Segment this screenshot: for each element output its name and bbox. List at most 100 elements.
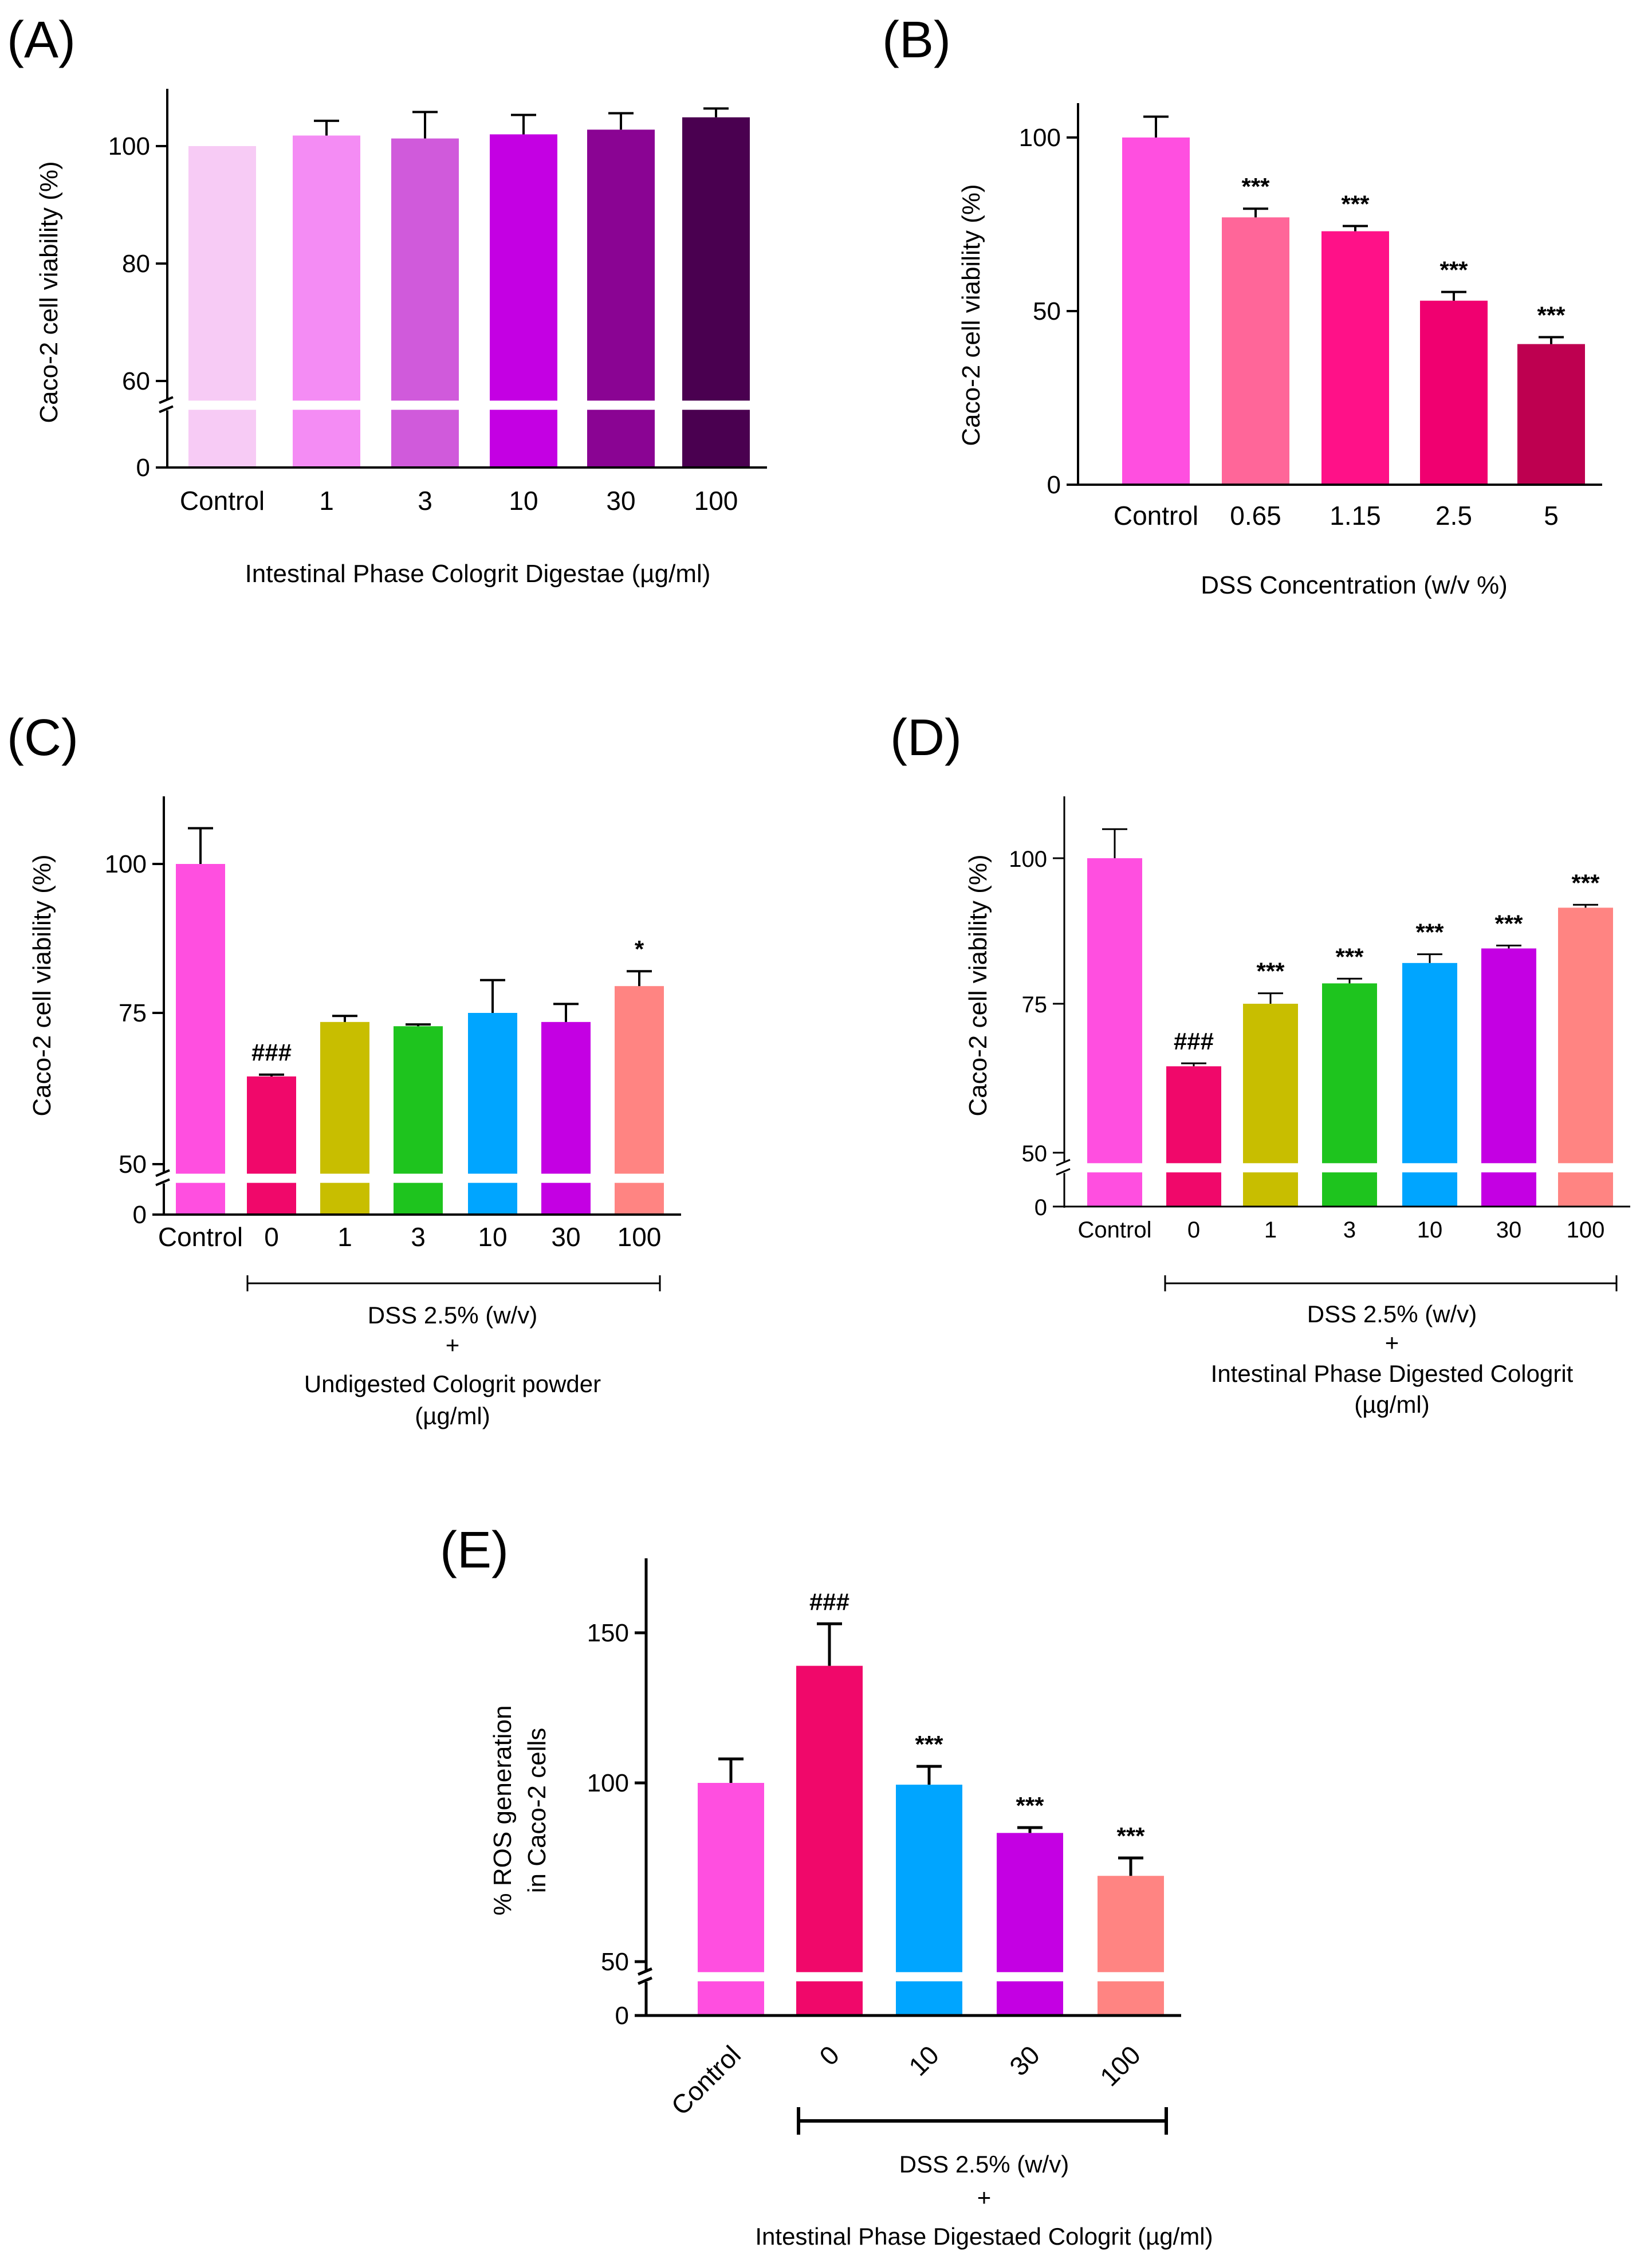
- panel-c-xtick-label-3: 3: [411, 1222, 426, 1252]
- panel-e-label: (E): [440, 1522, 509, 1579]
- panel-d-bar-0: [1087, 858, 1142, 1207]
- panel-a-axis-break-band: [186, 400, 752, 410]
- panel-a-bar-2: [391, 138, 459, 468]
- panel-c-axis-break-mark-2: [155, 1178, 170, 1186]
- panel-a: (A) Caco-2 cell viability (%) Intestinal…: [7, 11, 767, 588]
- panel-d: (D) Caco-2 cell viability (%) Control ###…: [890, 709, 1630, 1418]
- panel-d-axis-break-mark-1: [1056, 1158, 1071, 1166]
- panel-c-label: (C): [7, 709, 78, 767]
- panel-a-ytick-label-2: 80: [122, 250, 150, 278]
- panel-d-annotation-6: ***: [1571, 869, 1600, 896]
- panel-a-xtick-label-4: 30: [606, 486, 635, 516]
- panel-b-ylabel: Caco-2 cell viability (%): [957, 184, 985, 446]
- panel-a-xtick-label-2: 3: [418, 486, 432, 516]
- panel-c-axis-break-mark-1: [155, 1169, 170, 1177]
- panel-c-annotation-6: *: [635, 936, 644, 962]
- panel-d-axis-break-band: [1085, 1163, 1615, 1173]
- panel-b-bar-2: [1321, 231, 1389, 485]
- panel-e-xtick-label-0: Control: [665, 2040, 746, 2121]
- panel-c-bracket: [246, 1275, 661, 1291]
- panel-e-ylabel-line-1: % ROS generation: [489, 1706, 517, 1916]
- panel-d-xtick-label-1: 0: [1187, 1217, 1200, 1243]
- panel-e-xtick-label-2: 10: [903, 2040, 945, 2081]
- panel-d-bar-1: [1166, 1066, 1221, 1207]
- panel-c-xtick-label-5: 30: [551, 1222, 580, 1252]
- panel-e-xtick-label-3: 30: [1004, 2040, 1045, 2081]
- panel-e-ylabel-line-2: in Caco-2 cells: [523, 1728, 551, 1893]
- panel-b-annotation-1: ***: [1241, 173, 1270, 200]
- panel-c-axis-break-band: [174, 1173, 666, 1183]
- panel-d-xtick-label-4: 10: [1417, 1217, 1443, 1243]
- panel-e-bracket: [797, 2107, 1168, 2135]
- panel-d-xtick-label-6: 100: [1567, 1217, 1605, 1243]
- panel-a-bar-1: [293, 135, 360, 468]
- panel-a-bar-5: [682, 117, 750, 467]
- panel-c-bracket-line-2: +: [446, 1331, 460, 1358]
- panel-c-bar-0: [176, 864, 225, 1215]
- panel-b-bar-4: [1517, 344, 1585, 485]
- panel-b: (B) Caco-2 cell viability (%) DSS Concen…: [882, 11, 1602, 599]
- panel-b-ytick-label-2: 100: [1019, 124, 1061, 152]
- panel-b-bar-0: [1122, 137, 1190, 485]
- panel-b-annotation-2: ***: [1341, 191, 1370, 218]
- panel-b-bar-1: [1222, 217, 1289, 485]
- panel-a-plot: Control 1 3 10 30 100 0 60 80 100: [108, 89, 767, 516]
- panel-a-ytick-label-0: 0: [136, 454, 150, 482]
- panel-c-ytick-label-2: 75: [119, 999, 147, 1027]
- panel-e-axis-break-band: [695, 1972, 1166, 1982]
- panel-b-xtick-label-1: 0.65: [1230, 501, 1281, 531]
- panel-c-ytick-label-3: 100: [105, 850, 147, 878]
- panel-d-annotation-5: ***: [1494, 910, 1523, 937]
- panel-b-label: (B): [882, 11, 951, 69]
- panel-d-bracket-line-1: DSS 2.5% (w/v): [1307, 1301, 1477, 1327]
- panel-c-bracket-line-4: (µg/ml): [415, 1402, 490, 1429]
- panel-e-bar-1: [796, 1665, 863, 2016]
- panel-e-axis-break-mark-2: [638, 1977, 652, 1985]
- panel-e-bracket-line-1: DSS 2.5% (w/v): [899, 2151, 1069, 2178]
- panel-d-bracket: [1164, 1275, 1618, 1291]
- panel-c-bar-5: [541, 1022, 591, 1215]
- panel-c-ytick-label-0: 0: [133, 1201, 147, 1229]
- panel-d-bar-3: [1322, 983, 1377, 1207]
- panel-d-label: (D): [890, 709, 962, 767]
- panel-e-xtick-label-1: 0: [813, 2040, 845, 2071]
- panel-e-bar-3: [997, 1833, 1063, 2016]
- panel-c-ylabel: Caco-2 cell viability (%): [28, 854, 56, 1116]
- panel-c: (C) Caco-2 cell viability (%) Control ###…: [7, 709, 681, 1429]
- panel-e-bracket-line-3: Intestinal Phase Digestaed Cologrit (µg/…: [755, 2223, 1213, 2250]
- panel-d-plot: Control ### 0 *** 1 *** 3 *** 10 *** 30 *** 100 0 50 75…: [1009, 796, 1630, 1243]
- panel-c-bar-1: [247, 1076, 296, 1215]
- panel-a-axis-break-mark-1: [159, 396, 174, 404]
- panel-c-bar-4: [468, 1013, 517, 1215]
- panel-d-bracket-line-4: (µg/ml): [1354, 1391, 1430, 1418]
- panel-d-ytick-label-0: 0: [1035, 1195, 1047, 1220]
- panel-b-ytick-label-1: 50: [1033, 297, 1061, 325]
- panel-d-bracket-line-3: Intestinal Phase Digested Cologrit: [1211, 1360, 1574, 1387]
- panel-a-bar-4: [587, 129, 655, 468]
- panel-e-axis-break-mark-1: [638, 1967, 652, 1976]
- panel-d-annotation-3: ***: [1335, 943, 1364, 970]
- panel-d-ytick-label-1: 50: [1022, 1141, 1048, 1166]
- panel-c-bracket-line-1: DSS 2.5% (w/v): [368, 1302, 537, 1329]
- panel-d-bar-2: [1243, 1004, 1298, 1207]
- panel-e: (E) % ROS generation in Caco-2 cells Con…: [440, 1522, 1213, 2250]
- panel-a-xtick-label-1: 1: [319, 486, 334, 516]
- panel-b-xtick-label-2: 1.15: [1330, 501, 1381, 531]
- panel-b-xtick-label-3: 2.5: [1435, 501, 1472, 531]
- panel-c-xtick-label-2: 1: [337, 1222, 352, 1252]
- panel-b-ytick-label-0: 0: [1047, 471, 1061, 499]
- panel-b-annotation-4: ***: [1537, 301, 1566, 328]
- panel-e-bracket-line-2: +: [977, 2184, 992, 2211]
- panel-d-ytick-label-3: 100: [1009, 847, 1047, 872]
- panel-b-xlabel: DSS Concentration (w/v %): [1201, 571, 1508, 599]
- panel-d-xtick-label-3: 3: [1343, 1217, 1356, 1243]
- panel-d-bar-6: [1558, 907, 1613, 1207]
- panel-a-xtick-label-5: 100: [694, 486, 738, 516]
- panel-a-xtick-label-3: 10: [509, 486, 538, 516]
- panel-a-bar-0: [188, 146, 256, 467]
- panel-c-annotation-1: ###: [251, 1039, 292, 1066]
- panel-c-plot: Control ### 0 1 3 10 30 * 100 0 50 75 100: [105, 796, 681, 1252]
- panel-c-xtick-label-0: Control: [158, 1222, 243, 1252]
